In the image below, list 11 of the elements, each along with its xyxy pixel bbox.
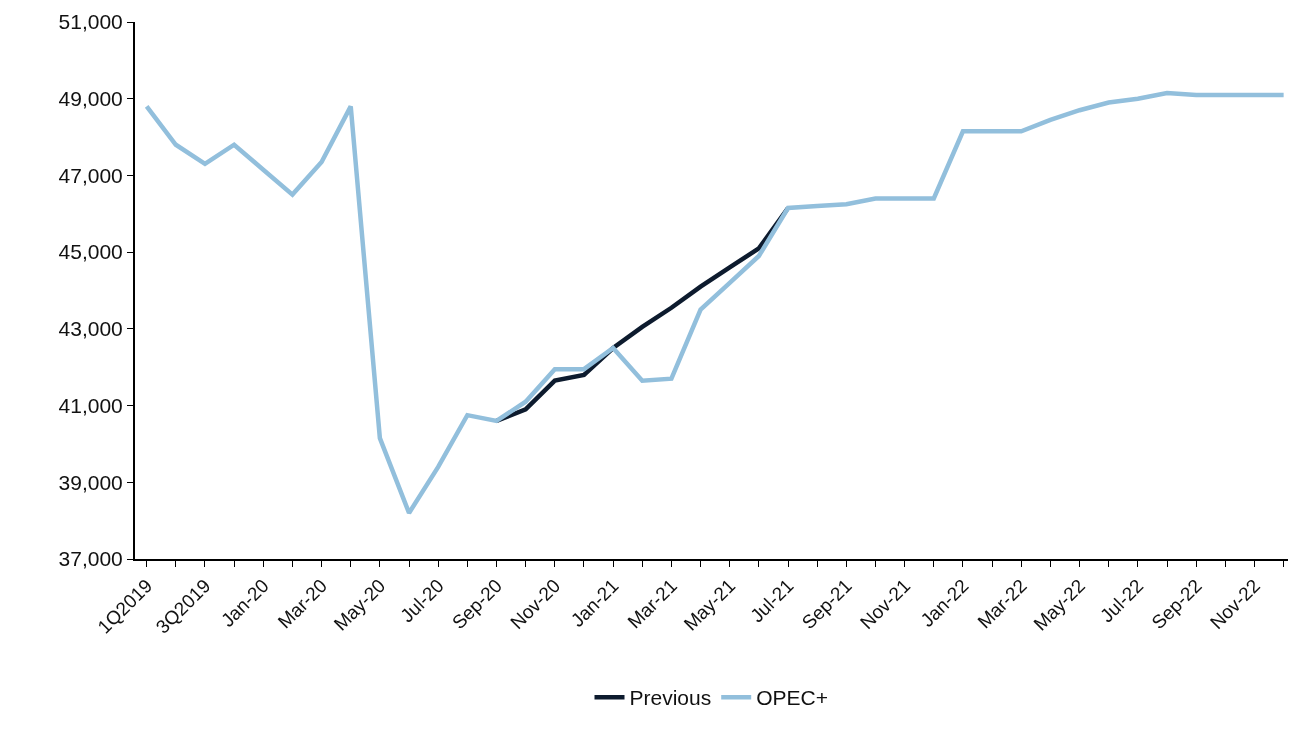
y-tick-label: 45,000 bbox=[58, 240, 123, 264]
y-tick-label: 51,000 bbox=[58, 10, 123, 34]
legend-label: OPEC+ bbox=[756, 686, 828, 710]
y-tick-label: 37,000 bbox=[58, 547, 123, 571]
y-tick-label: 47,000 bbox=[58, 163, 123, 187]
y-tick-label: 41,000 bbox=[58, 393, 123, 417]
y-tick-label: 49,000 bbox=[58, 87, 123, 111]
y-tick-label: 39,000 bbox=[58, 470, 123, 494]
legend-label: Previous bbox=[629, 686, 712, 710]
line-series bbox=[144, 90, 1286, 516]
y-tick-label: 43,000 bbox=[58, 317, 123, 341]
